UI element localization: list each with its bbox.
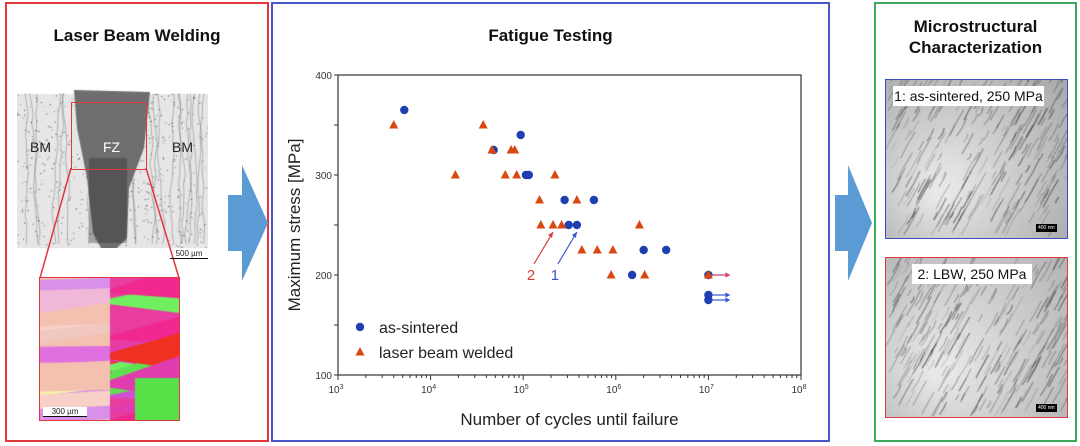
legend-label: as-sintered [379, 320, 458, 337]
runout-arrow-head [725, 292, 731, 298]
annotation-label: 1 [551, 267, 559, 284]
panel-title: Microstructural Characterization [876, 16, 1075, 58]
runout-arrow-head [725, 297, 731, 303]
image1-caption: 1: as-sintered, 250 MPa [893, 86, 1044, 106]
title-line: Characterization [908, 38, 1043, 57]
zoom-lines [39, 167, 180, 279]
x-tick-label: 108 [791, 384, 806, 396]
scale-bar-tem1: 400 nm [1036, 224, 1057, 232]
lbw-point [572, 195, 582, 204]
lbw-point [512, 170, 522, 179]
as-sintered-point [516, 130, 525, 140]
lbw-point [634, 220, 644, 229]
lbw-point [550, 170, 560, 179]
flow-arrow-icon [835, 165, 872, 281]
scale-bar-macro: 500 µm [170, 249, 208, 259]
annotation-arrow-head [548, 232, 554, 238]
tem-image-lbw [885, 257, 1068, 418]
as-sintered-point [400, 105, 409, 115]
tem-image-as-sintered [885, 79, 1068, 239]
as-sintered-point [564, 220, 573, 230]
ebsd-orientation-map [39, 277, 180, 421]
scale-bar-tem2: 400 nm [1036, 404, 1057, 412]
lbw-point [510, 145, 520, 154]
panel-title: Fatigue Testing [488, 26, 613, 45]
as-sintered-point [589, 195, 599, 205]
runout-point [704, 295, 713, 305]
as-sintered-point [524, 170, 534, 180]
panel-title: Laser Beam Welding [53, 26, 221, 45]
x-tick-label: 105 [514, 384, 529, 396]
bm-right-label: BM [172, 139, 193, 155]
bm-left-label: BM [30, 139, 51, 155]
lbw-point [450, 170, 460, 179]
as-sintered-point [627, 270, 637, 280]
lbw-point [500, 170, 510, 179]
y-tick-label: 100 [315, 371, 332, 382]
y-tick-label: 400 [315, 71, 332, 82]
zoom-region-box [71, 102, 147, 170]
as-sintered-point [572, 220, 582, 230]
weld-cross-section-micrograph [17, 88, 208, 248]
x-tick-label: 107 [699, 384, 714, 396]
lbw-point [557, 220, 567, 229]
lbw-point [487, 145, 497, 154]
as-sintered-point [560, 195, 569, 205]
x-tick-label: 106 [606, 384, 621, 396]
y-tick-label: 300 [315, 171, 332, 182]
lbw-point [535, 195, 545, 204]
flow-arrow-icon [228, 165, 268, 281]
lbw-point [608, 245, 618, 254]
y-tick-label: 200 [315, 271, 332, 282]
lbw-point [478, 120, 488, 129]
as-sintered-point [639, 245, 648, 255]
lbw-point [389, 120, 399, 129]
sn-curve-chart: 100 200 300 400 103 104 105 106 107 108 Number of … [285, 71, 807, 429]
y-axis-label: Maximum stress [MPa] [285, 139, 304, 312]
annotation-label: 2 [527, 267, 535, 284]
x-axis-label: Number of cycles until failure [460, 410, 678, 429]
scale-bar-ebsd: 300 µm [43, 407, 87, 417]
lbw-point [548, 220, 558, 229]
lbw-point [592, 245, 602, 254]
annotation-arrow-head [571, 232, 577, 238]
image2-caption: 2: LBW, 250 MPa [912, 264, 1032, 284]
as-sintered-point [661, 245, 671, 255]
lbw-point [640, 270, 650, 279]
title-line: Microstructural [913, 17, 1038, 36]
annotation-arrow [533, 231, 554, 265]
lbw-point [577, 245, 587, 254]
lbw-point [606, 270, 616, 279]
runout-arrow-head [725, 272, 731, 278]
fz-label: FZ [103, 139, 121, 155]
x-tick-label: 104 [421, 384, 436, 396]
runout-point [703, 270, 713, 279]
legend-marker [355, 347, 365, 356]
lbw-point [536, 220, 546, 229]
annotation-arrow [557, 231, 578, 265]
legend-label: laser beam welded [379, 345, 513, 362]
x-tick-label: 103 [328, 384, 343, 396]
legend-marker [355, 322, 365, 332]
